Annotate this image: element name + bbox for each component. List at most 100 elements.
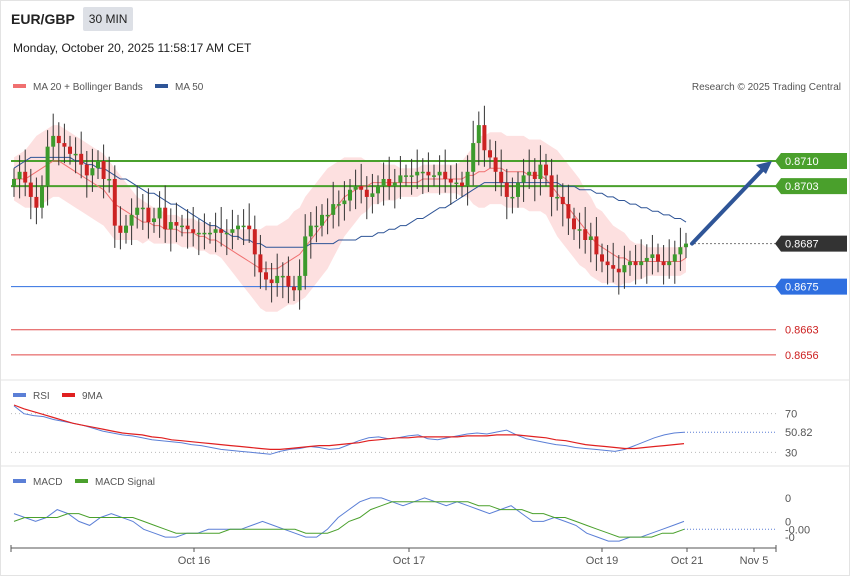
candle-body <box>672 254 677 262</box>
candle-body <box>213 229 218 233</box>
candle-body <box>415 171 420 176</box>
rsi-tick-label: 70 <box>785 409 797 421</box>
candle-body <box>544 164 548 176</box>
candle-body <box>364 189 369 197</box>
legend-swatch-rsi-ma <box>62 393 75 397</box>
legend-swatch-macd <box>13 479 26 483</box>
candle-body <box>577 229 582 231</box>
candle-body <box>292 286 296 291</box>
time-tick-label: Oct 21 <box>671 555 703 567</box>
candle-body <box>409 175 414 177</box>
candle-body <box>521 175 526 183</box>
chart-header: EUR/GBP 30 MIN <box>11 7 134 31</box>
rsi-ma-line <box>13 404 685 450</box>
candle-body <box>101 161 106 179</box>
candle-body <box>555 196 560 199</box>
candle-body <box>174 222 179 226</box>
time-tick-label: Oct 16 <box>178 555 210 567</box>
candle-body <box>336 204 341 206</box>
candle-body <box>269 279 274 284</box>
level-0.8687-tag <box>775 235 847 252</box>
chart-datetime: Monday, October 20, 2025 11:58:17 AM CET <box>13 41 252 55</box>
macd-tick-label: -0 <box>785 532 795 544</box>
candlesticks <box>12 105 688 310</box>
candle-body <box>622 265 627 273</box>
legend-label-rsi: RSI <box>33 391 50 402</box>
candle-body <box>572 218 576 230</box>
candle-body <box>392 182 397 187</box>
candle-body <box>639 261 644 266</box>
level-0.8687-label: 0.8687 <box>785 239 819 251</box>
legend-swatch-rsi <box>13 393 26 397</box>
candle-body <box>107 178 112 181</box>
candle-body <box>460 182 464 187</box>
candle-body <box>398 175 403 183</box>
time-axis: Oct 16 Oct 17 Oct 19 Oct 21 Nov 5 <box>10 545 777 567</box>
rsi-line <box>13 405 685 455</box>
candle-body <box>208 232 212 235</box>
candle-body <box>135 207 140 215</box>
macd-signal-line <box>13 501 685 538</box>
legend-label-ma50: MA 50 <box>175 82 204 93</box>
ma50-line <box>13 156 687 248</box>
candle-body <box>482 125 487 151</box>
legend-label-macd-signal: MACD Signal <box>95 477 155 488</box>
candle-body <box>68 146 72 154</box>
candle-body <box>314 225 319 228</box>
candle-body <box>157 207 162 219</box>
forecast-arrow-head <box>756 161 772 175</box>
candle-body <box>252 229 257 255</box>
forecast-arrow-shaft <box>690 164 768 246</box>
level-0.8710-tag <box>775 153 847 170</box>
candle-body <box>17 171 22 179</box>
timeframe-badge[interactable]: 30 MIN <box>82 7 134 31</box>
candle-body <box>146 207 151 223</box>
candle-body <box>73 153 78 156</box>
rsi-tick-label: 50.82 <box>785 427 813 439</box>
macd-tick-label: 0 <box>785 493 791 505</box>
candle-body <box>28 182 33 197</box>
candle-body <box>583 229 588 240</box>
candle-body <box>96 161 100 169</box>
candle-body <box>90 168 95 176</box>
time-tick-label: Oct 19 <box>586 555 618 567</box>
legend-label-ma20: MA 20 + Bollinger Bands <box>33 82 143 93</box>
legend-swatch-ma20 <box>13 84 26 88</box>
time-tick-label: Nov 5 <box>740 555 769 567</box>
candle-body <box>40 186 44 208</box>
rsi-tick-label: 30 <box>785 447 797 459</box>
candle-body <box>56 135 61 144</box>
candle-body <box>471 143 476 172</box>
macd-tick-label: -0.00 <box>785 524 810 536</box>
candle-body <box>247 225 252 230</box>
candle-body <box>616 268 621 273</box>
candle-body <box>79 153 84 165</box>
candle-body <box>476 125 481 144</box>
candle-body <box>605 261 610 266</box>
macd-legend: MACD MACD Signal <box>13 477 155 488</box>
candle-body <box>499 171 504 183</box>
candle-body <box>196 232 201 235</box>
candle-body <box>140 207 145 210</box>
candle-body <box>493 157 498 172</box>
forecast-arrow <box>690 161 772 246</box>
candle-body <box>320 214 324 226</box>
candle-body <box>454 182 459 185</box>
candle-body <box>527 171 532 176</box>
time-tick-label: Oct 17 <box>393 555 425 567</box>
candle-body <box>516 182 520 197</box>
candle-body <box>656 254 660 262</box>
candle-body <box>644 257 649 262</box>
candle-body <box>12 178 16 187</box>
candle-body <box>280 275 285 278</box>
candle-body <box>594 236 599 255</box>
candle-body <box>510 196 515 199</box>
candle-body <box>488 150 492 158</box>
candle-body <box>504 182 509 197</box>
candle-body <box>241 225 246 228</box>
candle-body <box>667 261 672 266</box>
level-0.8656-label: 0.8656 <box>785 350 819 362</box>
legend-label-macd: MACD <box>33 477 62 488</box>
candle-body <box>588 236 593 240</box>
main-legend: MA 20 + Bollinger Bands MA 50 <box>13 82 204 93</box>
